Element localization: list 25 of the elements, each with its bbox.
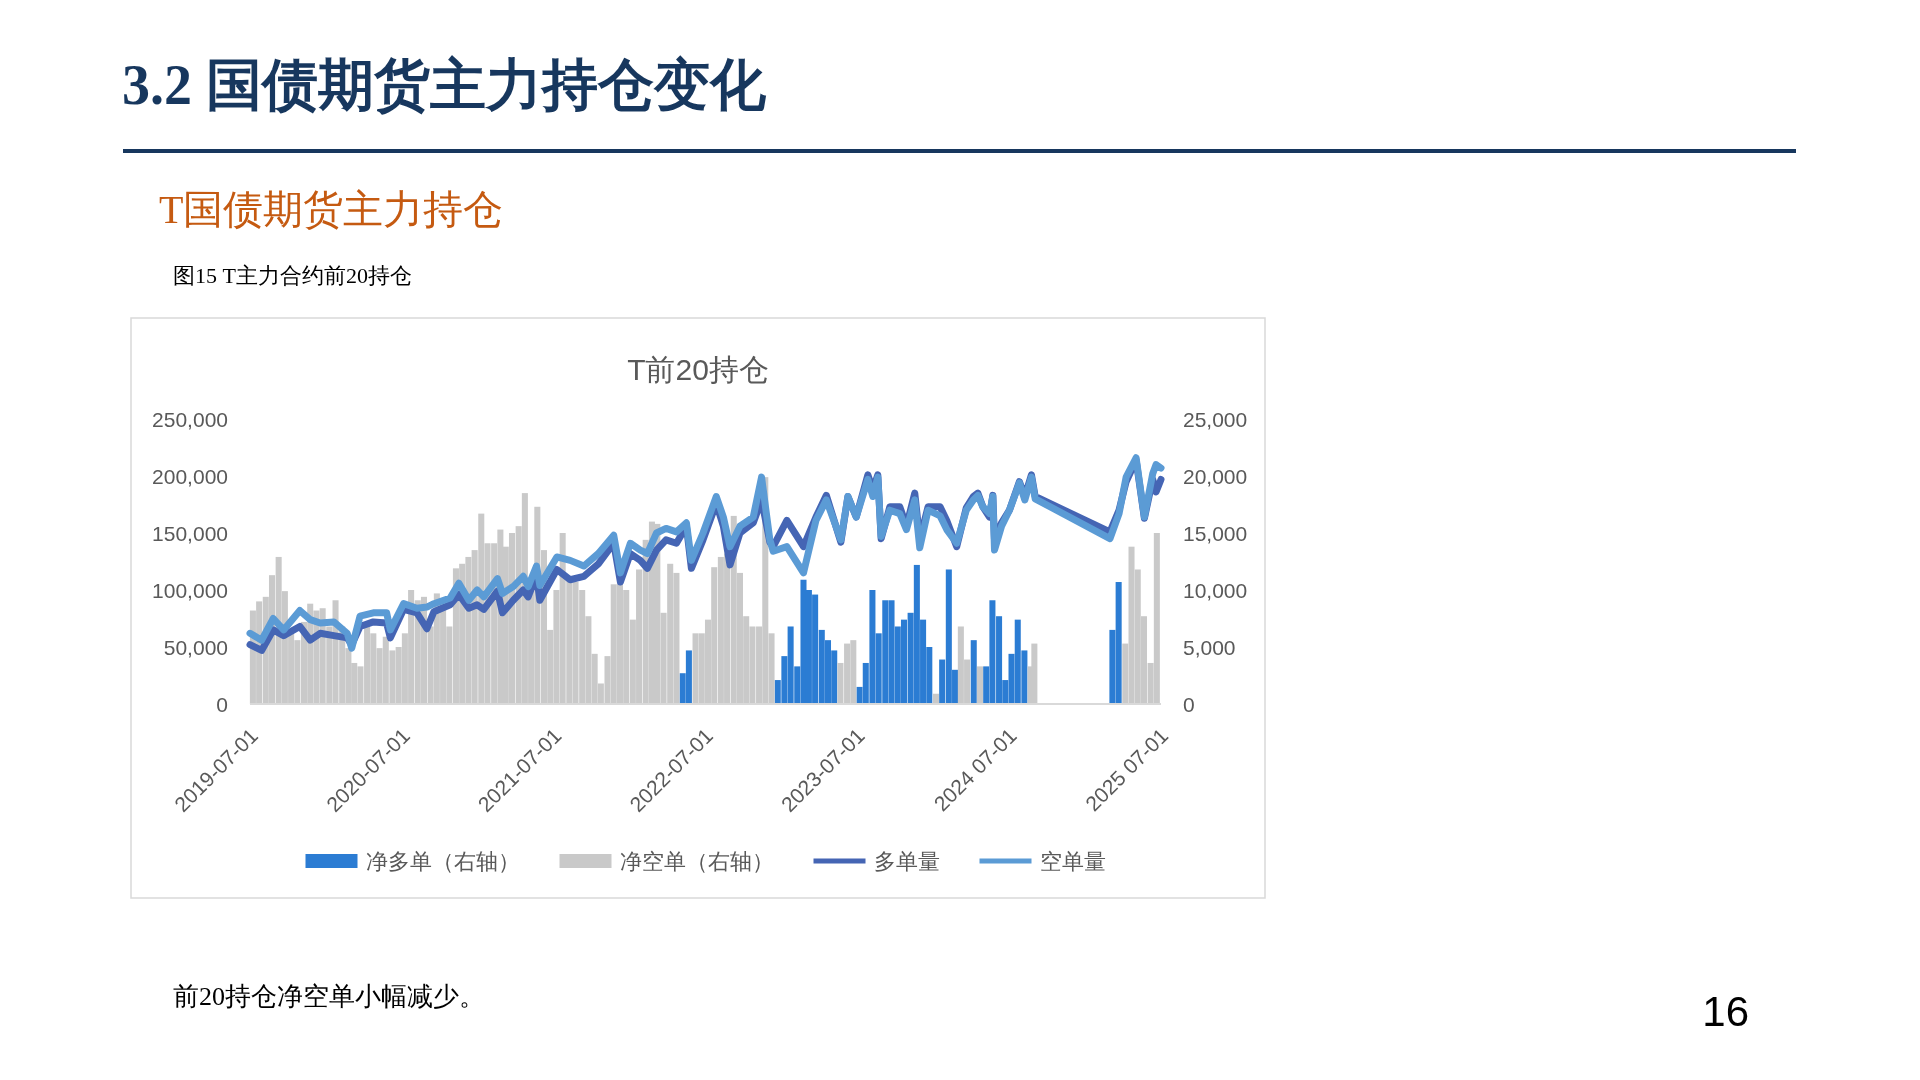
- text: 16: [1702, 988, 1749, 1035]
- y2-tick-label: 5,000: [1183, 635, 1236, 659]
- legend-label: 净空单（右轴）: [619, 848, 774, 874]
- y2-tick-label: 25,000: [1183, 407, 1248, 431]
- bar: [970, 640, 977, 704]
- y2-tick-label: 10,000: [1183, 578, 1248, 602]
- legend-label: 多单量: [873, 848, 940, 874]
- y-tick-label: 50,000: [163, 635, 228, 659]
- y-tick-label: 0: [216, 692, 228, 716]
- bar: [976, 666, 983, 704]
- y-tick-label: 100,000: [152, 578, 228, 602]
- text: T国债期货主力持仓: [159, 187, 504, 232]
- y2-tick-label: 0: [1183, 692, 1195, 716]
- y2-tick-label: 15,000: [1183, 521, 1248, 545]
- bar: [1031, 643, 1038, 704]
- text: 3.2 国债期货主力持仓变化: [122, 54, 767, 116]
- y2-tick-label: 20,000: [1183, 464, 1248, 488]
- chart-subtitle: 图15 T主力合约前20持仓: [173, 263, 412, 288]
- chart-title: T前20持仓: [627, 353, 769, 386]
- y-tick-label: 250,000: [152, 407, 228, 431]
- legend-label: 空单量: [1039, 848, 1106, 874]
- legend-label: 净多单（右轴）: [365, 848, 520, 874]
- y-tick-label: 150,000: [152, 521, 228, 545]
- y-tick-label: 200,000: [152, 464, 228, 488]
- text: 前20持仓净空单小幅减少。: [173, 982, 485, 1011]
